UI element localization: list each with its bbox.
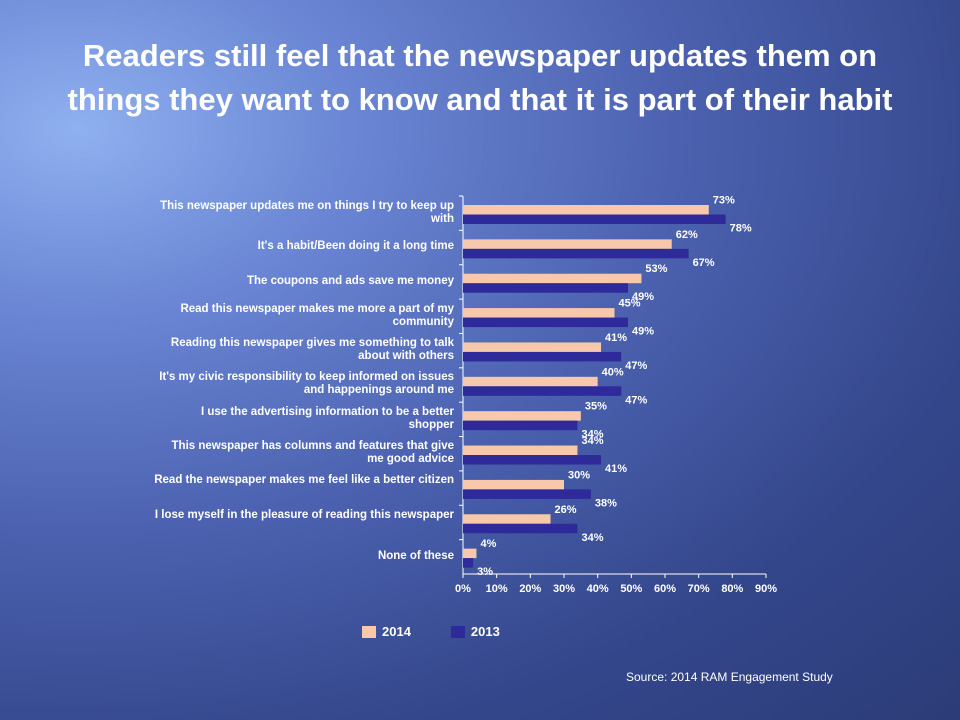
data-label-2013: 47% <box>625 394 647 406</box>
data-label-2013: 47% <box>625 360 647 372</box>
bar-2014 <box>463 205 709 215</box>
bar-2013 <box>463 558 474 568</box>
bar-2014 <box>463 308 615 318</box>
data-label-2014: 40% <box>602 366 624 378</box>
bar-2014 <box>463 273 642 284</box>
bar-2014 <box>463 514 551 524</box>
category-label: It's my civic responsibility to keep inf… <box>159 371 454 397</box>
category-label: I lose myself in the pleasure of reading… <box>154 508 454 521</box>
legend-item-2014: 2014 <box>362 624 411 639</box>
data-label-2013: 34% <box>581 532 603 544</box>
bar-2014 <box>463 376 598 387</box>
page-title: Readers still feel that the newspaper up… <box>67 38 893 117</box>
bar-2013 <box>463 214 726 224</box>
data-label-2013: 49% <box>632 291 654 303</box>
x-tick-label: 60% <box>654 583 676 595</box>
category-label: This newspaper has columns and features … <box>171 440 454 466</box>
x-tick-label: 90% <box>755 583 777 595</box>
category-label: None of these <box>377 549 454 562</box>
data-label-2013: 34% <box>581 429 603 441</box>
x-tick-label: 80% <box>721 583 743 595</box>
bar-2014 <box>463 445 578 456</box>
bar-2014 <box>463 548 477 559</box>
data-label-2014: 34% <box>581 435 603 447</box>
legend-item-2013: 2013 <box>450 624 500 639</box>
data-label-2014: 53% <box>645 263 667 275</box>
data-label-2013: 3% <box>477 566 493 578</box>
bar-2014 <box>463 479 564 490</box>
x-tick-label: 20% <box>519 583 541 595</box>
data-label-2014: 35% <box>585 401 607 413</box>
bar-2013 <box>463 455 602 465</box>
bar-2013 <box>463 489 591 499</box>
data-label-2013: 67% <box>693 257 715 269</box>
data-label-2013: 38% <box>595 497 617 509</box>
category-label: The coupons and ads save me money <box>246 274 454 287</box>
bar-2013 <box>463 420 578 431</box>
legend-label-2014: 2014 <box>382 624 411 639</box>
data-label-2014: 73% <box>713 195 735 207</box>
bar-2014 <box>463 239 672 249</box>
x-tick-label: 40% <box>587 583 609 595</box>
source-note: Source: 2014 RAM Engagement Study <box>626 670 833 684</box>
category-label: Read the newspaper makes me feel like a … <box>154 474 454 487</box>
data-label-2014: 62% <box>676 229 698 241</box>
bar-2013 <box>463 351 622 362</box>
data-label-2014: 4% <box>480 538 496 550</box>
legend-swatch-2014 <box>362 625 376 638</box>
category-label: Read this newspaper makes me more a part… <box>180 302 454 328</box>
x-tick-label: 70% <box>688 583 710 595</box>
data-label-2014: 30% <box>568 469 590 481</box>
x-tick-label: 10% <box>486 583 508 595</box>
bar-2014 <box>463 342 602 352</box>
legend-label-2013: 2013 <box>470 624 500 639</box>
x-tick-label: 0% <box>455 583 471 595</box>
bar-2013 <box>463 386 622 396</box>
legend-swatch-2013 <box>450 625 465 638</box>
bar-2014 <box>463 411 581 421</box>
category-label: Reading this newspaper gives me somethin… <box>170 336 454 362</box>
data-label-2014: 45% <box>619 298 641 310</box>
data-label-2014: 41% <box>605 332 627 344</box>
category-label: It's a habit/Been doing it a long time <box>257 240 454 253</box>
data-label-2013: 41% <box>605 463 627 475</box>
data-label-2013: 49% <box>632 326 654 338</box>
category-label: I use the advertising information to be … <box>200 405 454 431</box>
legend: 2014 2013 <box>362 624 500 639</box>
bar-2013 <box>463 317 628 328</box>
data-label-2013: 78% <box>730 223 752 235</box>
x-tick-label: 50% <box>620 583 642 595</box>
x-tick-label: 30% <box>553 583 575 595</box>
bar-2013 <box>463 248 689 259</box>
bar-2013 <box>463 283 628 293</box>
data-label-2014: 26% <box>555 504 577 516</box>
category-label: This newspaper updates me on things I tr… <box>160 199 454 225</box>
bar-2013 <box>463 523 578 534</box>
